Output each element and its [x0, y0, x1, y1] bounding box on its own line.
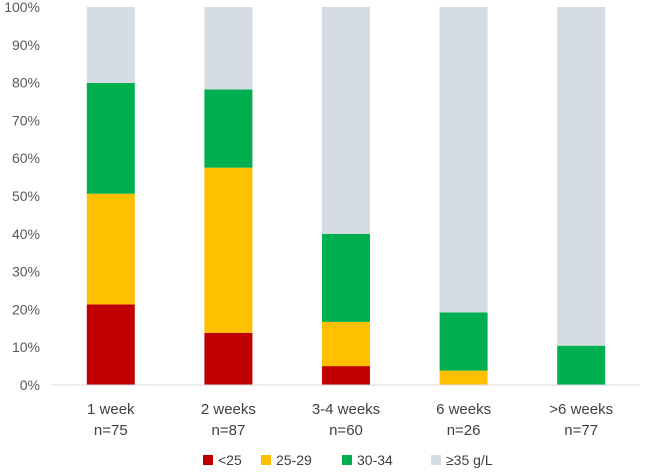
- x-category-count: n=26: [447, 422, 481, 439]
- x-category-label: 2 weeks: [201, 401, 256, 418]
- legend-label: <25: [218, 452, 242, 468]
- x-category-count: n=77: [564, 422, 598, 439]
- x-category-label: >6 weeks: [549, 401, 613, 418]
- y-tick-label: 0%: [20, 377, 40, 393]
- y-tick-label: 60%: [12, 150, 40, 166]
- bar-segment-5-4: [557, 7, 606, 346]
- y-axis: 0% 10% 20% 30% 40% 50% 60% 70% 80% 90% 100%: [4, 0, 40, 393]
- legend-swatch: [203, 455, 213, 465]
- x-category-count: n=60: [329, 422, 363, 439]
- y-tick-label: 70%: [12, 112, 40, 128]
- legend-swatch: [342, 455, 352, 465]
- bar-segment-2-2: [204, 167, 253, 333]
- y-tick-label: 50%: [12, 188, 40, 204]
- y-tick-label: 30%: [12, 264, 40, 280]
- bar-segment-1-2: [86, 193, 135, 305]
- bar-segment-2-1: [204, 332, 253, 385]
- legend: <25 25-29 30-34 ≥35 g/L: [203, 452, 493, 468]
- bar-segment-3-3: [322, 233, 370, 322]
- y-tick-label: 10%: [12, 339, 40, 355]
- bar-segment-2-3: [204, 89, 253, 168]
- y-tick-label: 40%: [12, 226, 40, 242]
- x-category-count: n=75: [94, 422, 128, 439]
- bar-segment-4-3: [439, 312, 488, 371]
- legend-label: 25-29: [276, 452, 312, 468]
- y-tick-label: 20%: [12, 301, 40, 317]
- bar-segment-2-4: [204, 7, 253, 90]
- y-tick-label: 90%: [12, 37, 40, 53]
- bar-segment-4-2: [439, 370, 488, 385]
- bar-segment-3-1: [322, 366, 370, 385]
- bar-segment-5-3: [557, 345, 606, 385]
- legend-swatch: [431, 455, 441, 465]
- bar-segment-1-1: [86, 304, 135, 385]
- x-category-count: n=87: [212, 422, 246, 439]
- bar-segment-1-4: [86, 7, 135, 83]
- bar-segment-3-2: [322, 321, 370, 367]
- legend-label: ≥35 g/L: [446, 452, 493, 468]
- bar-segment-3-4: [322, 7, 370, 234]
- y-tick-label: 80%: [12, 75, 40, 91]
- x-category-label: 3-4 weeks: [312, 401, 380, 418]
- y-tick-label: 100%: [4, 0, 40, 15]
- x-axis-labels: 1 week n=75 2 weeks n=87 3-4 weeks n=60 6 week…: [87, 401, 613, 439]
- bar-segment-1-3: [86, 82, 135, 194]
- x-category-label: 6 weeks: [436, 401, 491, 418]
- legend-label: 30-34: [357, 452, 393, 468]
- legend-swatch: [261, 455, 271, 465]
- bars: [86, 7, 606, 385]
- x-category-label: 1 week: [87, 401, 135, 418]
- bar-segment-4-4: [439, 7, 488, 313]
